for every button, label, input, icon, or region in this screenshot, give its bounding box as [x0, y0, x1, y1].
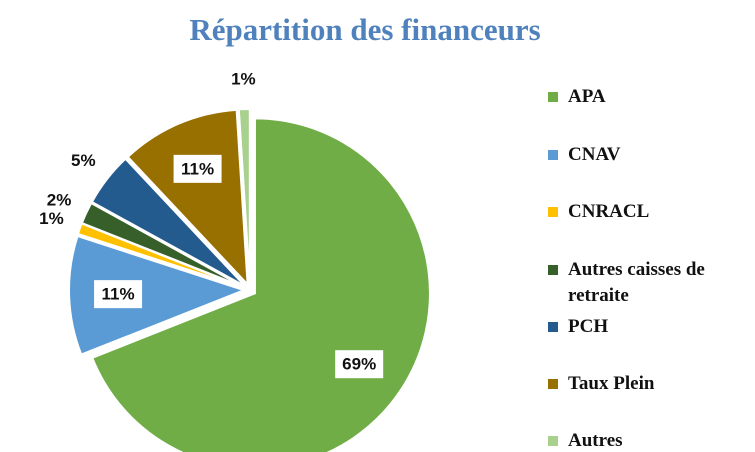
legend-label: APA [568, 86, 606, 107]
pie-slice [126, 108, 249, 288]
label-box [173, 154, 222, 183]
data-label: 69% [342, 355, 376, 374]
pie-slice [90, 157, 246, 288]
pie-slice [237, 108, 251, 285]
legend-swatch [548, 322, 558, 332]
chart-title: Répartition des financeurs [189, 12, 541, 47]
legend-swatch [548, 436, 558, 446]
legend-label: CNRACL [568, 201, 650, 222]
data-label: 11% [102, 285, 135, 304]
label-box [94, 280, 143, 309]
data-label: 11% [181, 159, 214, 178]
legend-label: Autres [568, 430, 623, 451]
data-label: 1% [231, 70, 256, 89]
legend-swatch [548, 379, 558, 389]
data-label: 1% [39, 209, 64, 228]
legend-label: Taux Plein [568, 373, 655, 394]
legend-label: CNAV [568, 144, 621, 165]
data-label: 5% [71, 151, 96, 170]
pie-slice [80, 201, 246, 289]
legend-swatch [548, 92, 558, 102]
legend-label: Autres caisses de retraite [568, 259, 705, 306]
label-box [335, 350, 384, 379]
legend-label: PCH [568, 316, 609, 337]
data-label: 2% [47, 191, 72, 210]
pie-slice [68, 234, 247, 356]
legend-swatch [548, 207, 558, 217]
legend-swatch [548, 150, 558, 160]
legend-swatch [548, 265, 558, 275]
